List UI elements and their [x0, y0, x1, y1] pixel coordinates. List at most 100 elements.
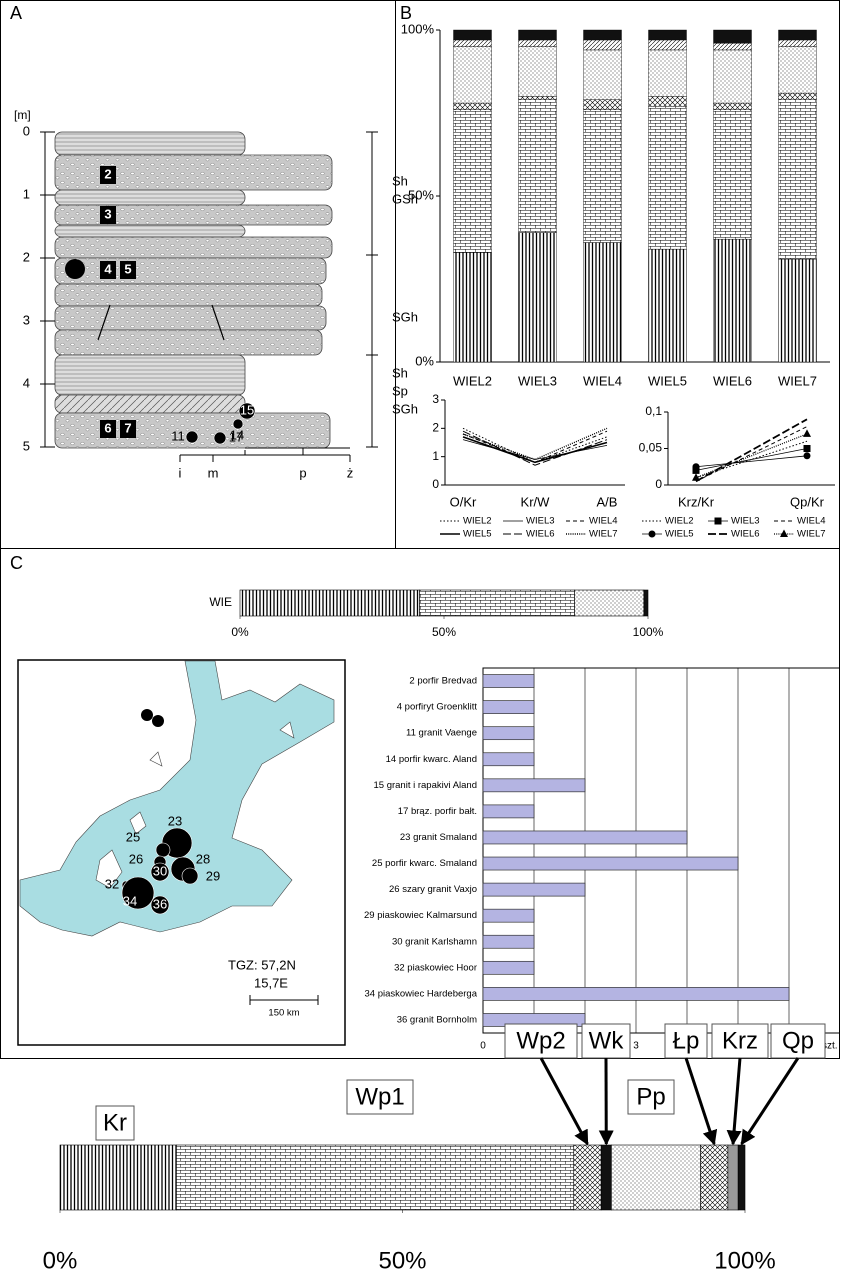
y-tick-label: 2	[432, 421, 439, 435]
legend-marker	[780, 530, 788, 538]
site-label: 34	[123, 893, 137, 908]
y-tick-label: 34 piaskowiec Hardeberga	[365, 988, 478, 999]
facies-label: SGh	[392, 309, 418, 324]
site-dot	[141, 709, 153, 721]
x-tick-label: 100%	[633, 625, 664, 639]
bar-segment	[454, 252, 492, 362]
facies-label: Sh	[392, 173, 408, 188]
site-label: 28	[196, 851, 210, 866]
bar-segment	[240, 590, 420, 616]
point-marker	[693, 463, 700, 470]
site-label: 17	[229, 429, 243, 444]
bar-segment	[176, 1145, 573, 1210]
plot-frame	[483, 668, 840, 1033]
x-tick-label: Kr/W	[521, 494, 551, 509]
x-tick-label: Krz/Kr	[678, 494, 715, 509]
legend-marker	[649, 531, 656, 538]
legend-label: WIEL7	[797, 529, 826, 540]
grain-label: ż	[347, 465, 354, 480]
segment-label: Wp1	[355, 1083, 404, 1110]
bar-segment	[584, 100, 622, 110]
figure: A B C [m] 150 km TGZ: 57,2N 15,7E 012345…	[0, 0, 841, 1279]
sample-label: 3	[104, 206, 111, 221]
map-coords: 15,7E	[254, 975, 288, 990]
line	[696, 456, 807, 467]
y-tick-label: 4 porfiryt Groenklitt	[397, 702, 478, 713]
site-dot	[214, 432, 226, 444]
legend-label: WIEL4	[589, 516, 618, 527]
segment-label: Pp	[636, 1083, 665, 1110]
site-label: 15	[240, 402, 254, 417]
bed	[55, 225, 245, 237]
segment-label: Kr	[103, 1109, 127, 1136]
segment-label: Qp	[782, 1027, 814, 1054]
bar-segment	[700, 1145, 727, 1210]
bar	[483, 961, 534, 974]
bar-segment	[420, 590, 575, 616]
bar	[483, 857, 738, 870]
bar-segment	[454, 30, 492, 40]
site-dot	[152, 715, 164, 727]
site-dot	[156, 843, 170, 857]
x-tick-label: 0	[480, 1041, 486, 1052]
site-label: 25	[126, 829, 140, 844]
bar-segment	[779, 93, 817, 100]
legend-label: WIEL5	[665, 529, 694, 540]
x-tick-label: WIEL6	[713, 373, 752, 388]
segment-label: Wp2	[516, 1027, 565, 1054]
bar-segment	[584, 30, 622, 40]
legend-label: WIEL6	[526, 529, 555, 540]
point-marker	[804, 452, 811, 459]
bar-segment	[649, 40, 687, 50]
bar-segment	[779, 47, 817, 93]
bar-segment	[454, 47, 492, 103]
bar	[483, 831, 687, 844]
bar-segment	[714, 30, 752, 43]
bar	[483, 935, 534, 948]
legend-label: WIEL3	[526, 516, 555, 527]
depth-label: 0	[23, 123, 30, 138]
bed	[55, 284, 322, 306]
bar-segment	[779, 40, 817, 47]
bar	[483, 779, 585, 792]
panel-label: A	[10, 3, 22, 23]
facies-label: SGh	[392, 401, 418, 416]
bar-segment	[454, 103, 492, 110]
bar-segment	[601, 1145, 611, 1210]
site-label: 26	[129, 851, 143, 866]
bar-segment	[714, 43, 752, 50]
y-tick-label: 25 porfir kwarc. Smaland	[372, 858, 477, 869]
facies-label: Sh	[392, 365, 408, 380]
site-label: 29	[206, 868, 220, 883]
x-tick-label: WIEL7	[778, 373, 817, 388]
sample-label: 5	[124, 261, 131, 276]
bar-segment	[519, 100, 557, 233]
bar-segment	[738, 1145, 745, 1210]
grain-label: p	[299, 465, 306, 480]
bar-segment	[779, 100, 817, 259]
bar-segment	[519, 30, 557, 40]
legend-label: WIEL2	[665, 516, 694, 527]
y-tick-label: 32 piaskowiec Hoor	[394, 962, 477, 973]
bar	[483, 753, 534, 766]
y-tick-label: 30 granit Karlshamn	[392, 936, 477, 947]
point-marker	[803, 429, 811, 437]
legend-marker	[715, 518, 722, 525]
bed	[55, 205, 332, 225]
grain-scale	[180, 448, 350, 462]
segment-label: Wk	[589, 1027, 625, 1054]
line	[696, 449, 807, 471]
callout-arrow	[742, 1058, 798, 1144]
bar-segment	[584, 50, 622, 100]
bar-segment	[454, 110, 492, 253]
bed	[55, 330, 322, 355]
bed	[55, 190, 245, 205]
bar-segment	[584, 242, 622, 362]
x-tick-label: Qp/Kr	[790, 494, 825, 509]
scale-label: 150 km	[268, 1008, 299, 1019]
sample-label: 4	[104, 261, 112, 276]
site-label: 36	[153, 896, 167, 911]
x-tick-label: WIEL3	[518, 373, 557, 388]
page: {"panels": {"a": "A", "b": "B", "c": "C"…	[0, 0, 841, 1279]
y-tick-label: 100%	[401, 21, 435, 36]
